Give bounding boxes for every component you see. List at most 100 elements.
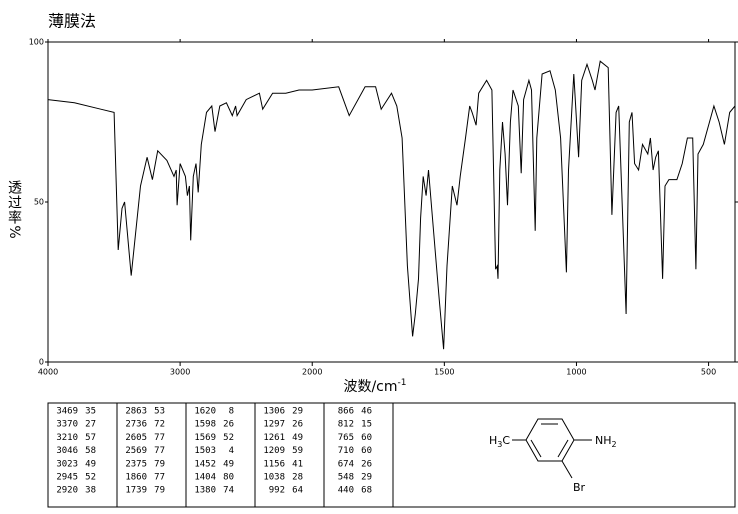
wavenumber-cell: 3046 — [56, 446, 78, 456]
wavenumber-cell: 3370 — [56, 420, 78, 430]
wavenumber-cell: 1156 — [263, 459, 285, 469]
atom: H — [489, 434, 497, 447]
transmittance-cell: 58 — [85, 446, 96, 456]
transmittance-cell: 26 — [292, 420, 303, 430]
transmittance-cell: 38 — [85, 486, 96, 496]
wavenumber-cell: 710 — [338, 446, 354, 456]
table-frame — [47, 402, 736, 508]
x-tick-label: 1000 — [566, 368, 586, 377]
y-axis-label: 透过率% — [6, 180, 22, 239]
subscript: 3 — [497, 440, 502, 449]
spectrum-line — [47, 60, 736, 350]
wavenumber-cell: 440 — [338, 486, 354, 496]
transmittance-cell: 4 — [229, 446, 234, 456]
wavenumber-cell: 2375 — [125, 459, 147, 469]
transmittance-cell: 60 — [361, 433, 372, 443]
transmittance-cell: 77 — [154, 473, 165, 483]
wavenumber-cell: 3469 — [56, 407, 78, 417]
wavenumber-cell: 674 — [338, 459, 354, 469]
transmittance-cell: 64 — [292, 486, 303, 496]
x-tick-label: 4000 — [38, 368, 58, 377]
y-tick-label: 0 — [39, 358, 44, 367]
transmittance-cell: 68 — [361, 486, 372, 496]
transmittance-cell: 52 — [223, 433, 234, 443]
transmittance-cell: 29 — [361, 473, 372, 483]
x-label-sup: -1 — [398, 378, 407, 388]
y-tick-label: 50 — [34, 198, 44, 207]
wavenumber-cell: 992 — [269, 486, 285, 496]
transmittance-cell: 26 — [361, 459, 372, 469]
transmittance-cell: 49 — [223, 459, 234, 469]
x-tick-label: 3000 — [170, 368, 190, 377]
wavenumber-cell: 2920 — [56, 486, 78, 496]
subscript: 2 — [612, 440, 617, 449]
wavenumber-cell: 1038 — [263, 473, 285, 483]
transmittance-cell: 60 — [361, 446, 372, 456]
transmittance-cell: 49 — [292, 433, 303, 443]
transmittance-cell: 52 — [85, 473, 96, 483]
wavenumber-cell: 765 — [338, 433, 354, 443]
transmittance-cell: 35 — [85, 407, 96, 417]
x-label-text: 波数/cm — [343, 379, 397, 395]
wavenumber-cell: 2569 — [125, 446, 147, 456]
transmittance-cell: 79 — [154, 486, 165, 496]
chart-title: 薄膜法 — [48, 12, 96, 31]
bromo-label: Br — [573, 481, 586, 494]
wavenumber-cell: 866 — [338, 407, 354, 417]
wavenumber-cell: 3023 — [56, 459, 78, 469]
bond — [561, 460, 573, 479]
wavenumber-cell: 1569 — [194, 433, 216, 443]
wavenumber-cell: 3210 — [56, 433, 78, 443]
wavenumber-cell: 2945 — [56, 473, 78, 483]
amine-label: NH2 — [595, 434, 617, 449]
transmittance-cell: 79 — [154, 459, 165, 469]
transmittance-cell: 49 — [85, 459, 96, 469]
wavenumber-cell: 1209 — [263, 446, 285, 456]
wavenumber-cell: 812 — [338, 420, 354, 430]
x-tick-label: 1500 — [434, 368, 454, 377]
methyl-label: H3C — [489, 434, 510, 449]
transmittance-cell: 53 — [154, 407, 165, 417]
wavenumber-cell: 1380 — [194, 486, 216, 496]
double-bond — [530, 439, 542, 458]
transmittance-cell: 8 — [229, 407, 234, 417]
atom: C — [502, 434, 510, 447]
wavenumber-cell: 2736 — [125, 420, 147, 430]
structure — [512, 418, 592, 479]
transmittance-cell: 77 — [154, 446, 165, 456]
wavenumber-cell: 1503 — [194, 446, 216, 456]
transmittance-cell: 41 — [292, 459, 303, 469]
wavenumber-cell: 1261 — [263, 433, 285, 443]
transmittance-cell: 46 — [361, 407, 372, 417]
wavenumber-cell: 1860 — [125, 473, 147, 483]
transmittance-cell: 57 — [85, 433, 96, 443]
atom: NH — [595, 434, 612, 447]
wavenumber-cell: 1297 — [263, 420, 285, 430]
wavenumber-cell: 1620 — [194, 407, 216, 417]
wavenumber-cell: 2605 — [125, 433, 147, 443]
transmittance-cell: 59 — [292, 446, 303, 456]
transmittance-cell: 28 — [292, 473, 303, 483]
transmittance-cell: 74 — [223, 486, 234, 496]
wavenumber-cell: 1452 — [194, 459, 216, 469]
x-axis-label: 波数/cm-1 — [343, 378, 406, 396]
transmittance-cell: 77 — [154, 433, 165, 443]
double-bond — [557, 439, 569, 458]
wavenumber-cell: 1306 — [263, 407, 285, 417]
transmittance-cell: 29 — [292, 407, 303, 417]
transmittance-cell: 27 — [85, 420, 96, 430]
transmittance-cell: 72 — [154, 420, 165, 430]
transmittance-cell: 15 — [361, 420, 372, 430]
wavenumber-cell: 2863 — [125, 407, 147, 417]
transmittance-cell: 26 — [223, 420, 234, 430]
benzene-ring — [525, 418, 575, 462]
x-tick-label: 500 — [701, 368, 716, 377]
wavenumber-cell: 1404 — [194, 473, 216, 483]
x-tick-label: 2000 — [302, 368, 322, 377]
wavenumber-cell: 1739 — [125, 486, 147, 496]
wavenumber-cell: 1598 — [194, 420, 216, 430]
wavenumber-cell: 548 — [338, 473, 354, 483]
plot-frame — [47, 41, 736, 363]
y-tick-label: 100 — [29, 38, 44, 47]
